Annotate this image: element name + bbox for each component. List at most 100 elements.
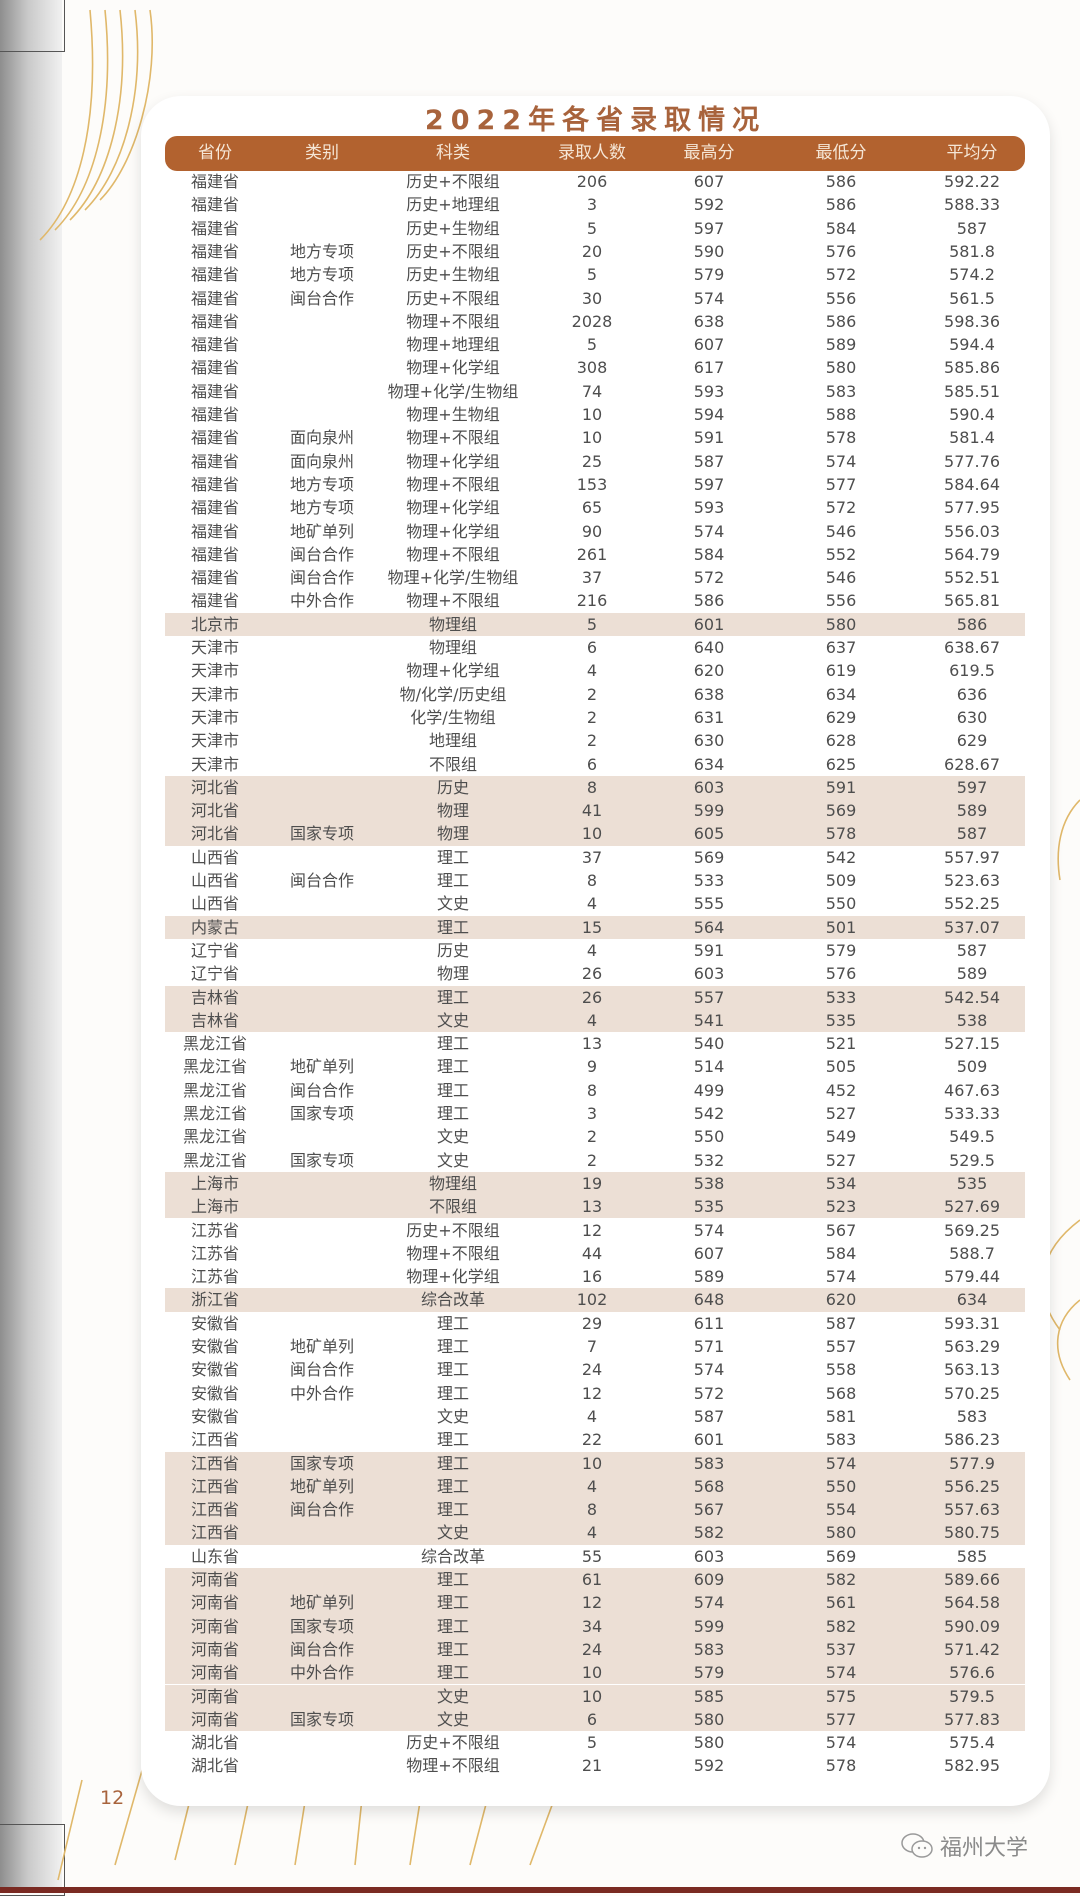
cell-subject: 化学/生物组 (410, 707, 496, 727)
cell-subject: 物理+不限组 (406, 1243, 500, 1263)
cell-max-score: 611 (693, 1313, 725, 1333)
cell-subject: 理工 (436, 871, 470, 890)
cell-admitted: 37 (581, 568, 603, 588)
cell-admitted: 8 (586, 1080, 598, 1100)
cell-max-score: 580 (693, 1709, 725, 1729)
cell-admitted: 5 (586, 1733, 598, 1753)
cell-subject: 文史 (436, 1709, 470, 1729)
table-row: 江西省 理工 22 601 583 586.23 (165, 1428, 1025, 1451)
cell-min-score: 452 (825, 1080, 857, 1100)
table-row: 黑龙江省 国家专项 理工 3 542 527 533.33 (165, 1102, 1025, 1125)
cell-admitted: 2 (586, 684, 598, 704)
cell-min-score: 557 (825, 1337, 857, 1356)
cell-admitted: 12 (581, 1383, 603, 1403)
cell-avg-score: 582.95 (944, 1756, 1000, 1776)
cell-max-score: 638 (693, 311, 725, 331)
cell-min-score: 546 (825, 521, 857, 541)
cell-max-score: 585 (693, 1686, 725, 1706)
cell-province: 福建省 (190, 195, 240, 215)
cell-subject: 理工 (436, 1663, 470, 1683)
cell-subject: 文史 (436, 1010, 470, 1030)
cell-avg-score: 579.44 (944, 1267, 1000, 1287)
cell-max-score: 617 (693, 358, 725, 378)
cell-subject: 历史+生物组 (406, 265, 500, 285)
table-header: 省份 类别 科类 录取人数 最高分 最低分 平均分 (165, 136, 1025, 171)
cell-admitted: 21 (581, 1756, 603, 1776)
cell-admitted: 2 (586, 1150, 598, 1170)
cell-min-score: 620 (825, 1290, 857, 1310)
cell-admitted: 206 (576, 172, 608, 191)
cell-category: 闽台合作 (289, 871, 355, 890)
cell-admitted: 19 (581, 1173, 603, 1193)
cell-admitted: 4 (586, 940, 598, 960)
cell-min-score: 527 (825, 1150, 857, 1170)
cell-avg-score: 523.63 (944, 871, 1000, 890)
cell-avg-score: 630 (956, 707, 988, 727)
cell-admitted: 2 (586, 707, 598, 727)
cell-admitted: 26 (581, 987, 603, 1007)
cell-max-score: 535 (693, 1197, 725, 1217)
cell-max-score: 648 (693, 1290, 725, 1310)
column-header-subject: 科类 (436, 143, 470, 163)
cell-max-score: 592 (693, 1756, 725, 1776)
cell-min-score: 588 (825, 405, 857, 424)
cell-subject: 历史+不限组 (406, 288, 500, 308)
cell-category: 闽台合作 (289, 1360, 355, 1380)
cell-subject: 物理+化学组 (406, 451, 500, 471)
cell-province: 福建省 (190, 265, 240, 285)
cell-min-score: 576 (825, 964, 857, 984)
cell-province: 黑龙江省 (182, 1034, 248, 1054)
cell-admitted: 5 (586, 335, 598, 355)
cell-min-score: 584 (825, 218, 857, 238)
cell-province: 江苏省 (190, 1243, 240, 1263)
cell-max-score: 572 (693, 568, 725, 588)
table-row: 福建省 地方专项 物理+化学组 65 593 572 577.95 (165, 496, 1025, 519)
cell-max-score: 593 (693, 381, 725, 401)
cell-max-score: 582 (693, 1523, 725, 1543)
cell-subject: 综合改革 (420, 1290, 486, 1310)
cell-avg-score: 587 (956, 940, 988, 960)
cell-max-score: 586 (693, 591, 725, 611)
cell-subject: 物理+化学/生物组 (387, 568, 519, 588)
cell-province: 江苏省 (190, 1267, 240, 1287)
cell-subject: 文史 (436, 1686, 470, 1706)
cell-avg-score: 563.13 (944, 1360, 1000, 1380)
cell-subject: 物理+化学组 (406, 521, 500, 541)
cell-max-score: 574 (693, 1593, 725, 1613)
cell-subject: 物理+不限组 (406, 474, 500, 494)
cell-min-score: 574 (825, 1663, 857, 1683)
table-row: 天津市 不限组 6 634 625 628.67 (165, 753, 1025, 776)
cell-avg-score: 634 (956, 1290, 988, 1310)
cell-min-score: 580 (825, 1523, 857, 1543)
table-row: 福建省 历史+生物组 5 597 584 587 (165, 217, 1025, 240)
cell-avg-score: 585 (956, 1546, 988, 1566)
page-title: 2022年各省录取情况 (424, 105, 767, 136)
cell-avg-score: 628.67 (944, 754, 1000, 774)
cell-province: 福建省 (190, 358, 240, 378)
cell-admitted: 3 (586, 195, 598, 215)
table-row: 山西省 文史 4 555 550 552.25 (165, 892, 1025, 915)
cell-category: 地矿单列 (289, 1057, 355, 1077)
cell-avg-score: 619.5 (949, 661, 995, 681)
cell-subject: 理工 (436, 1500, 470, 1520)
cell-province: 福建省 (190, 451, 240, 471)
cell-category: 中外合作 (289, 1383, 355, 1403)
cell-avg-score: 584.64 (944, 474, 1000, 494)
cell-min-score: 578 (825, 824, 857, 844)
cell-province: 福建省 (190, 405, 240, 424)
cell-min-score: 578 (825, 428, 857, 448)
table-row: 江苏省 物理+化学组 16 589 574 579.44 (165, 1265, 1025, 1288)
cell-subject: 物理+化学/生物组 (387, 381, 519, 401)
table-row: 河北省 历史 8 603 591 597 (165, 775, 1025, 800)
cell-admitted: 4 (586, 894, 598, 914)
table-row: 福建省 历史+地理组 3 592 586 588.33 (165, 193, 1025, 216)
table-row: 安徽省 文史 4 587 581 583 (165, 1405, 1025, 1428)
cell-min-score: 575 (825, 1686, 857, 1706)
cell-max-score: 591 (693, 940, 725, 960)
table-row: 河南省 中外合作 理工 10 579 574 576.6 (165, 1661, 1025, 1685)
cell-avg-score: 577.9 (949, 1453, 995, 1473)
cell-subject: 理工 (436, 847, 470, 867)
cell-subject: 历史+不限组 (406, 1220, 500, 1240)
cell-admitted: 10 (581, 1453, 603, 1473)
cell-avg-score: 565.81 (944, 591, 1000, 611)
